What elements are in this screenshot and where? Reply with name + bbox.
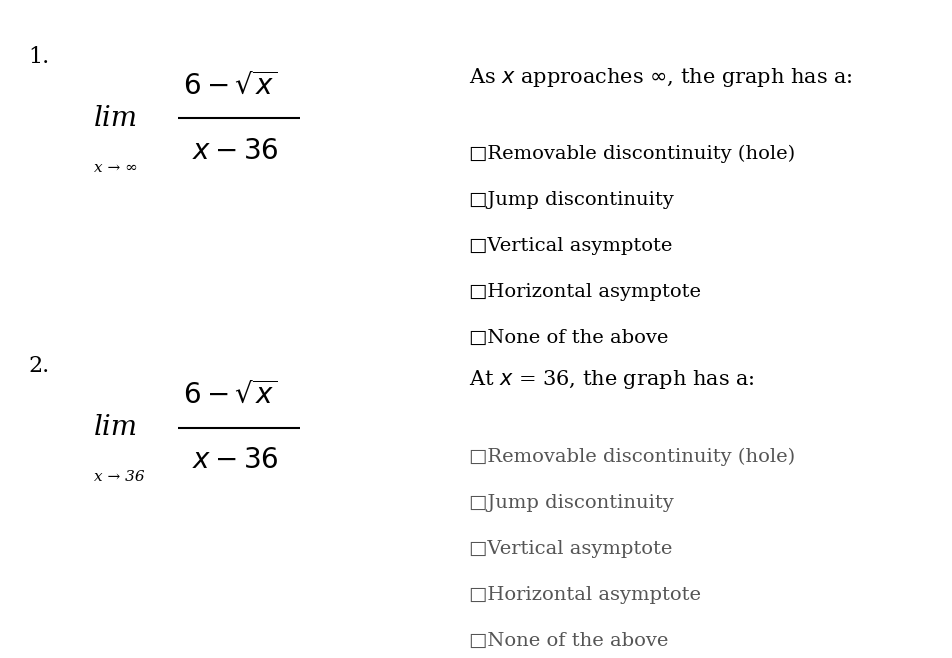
Text: □Horizontal asymptote: □Horizontal asymptote xyxy=(468,283,701,301)
Text: $6 - \sqrt{x}$: $6 - \sqrt{x}$ xyxy=(183,381,277,409)
Text: lim: lim xyxy=(93,414,138,442)
Text: x → ∞: x → ∞ xyxy=(93,161,138,175)
Text: lim: lim xyxy=(93,105,138,132)
Text: □Removable discontinuity (hole): □Removable discontinuity (hole) xyxy=(468,145,795,163)
Text: □Removable discontinuity (hole): □Removable discontinuity (hole) xyxy=(468,447,795,466)
Text: □None of the above: □None of the above xyxy=(468,329,668,347)
Text: As $x$ approaches $\infty$, the graph has a:: As $x$ approaches $\infty$, the graph ha… xyxy=(468,66,852,89)
Text: 1.: 1. xyxy=(29,46,50,68)
Text: □Horizontal asymptote: □Horizontal asymptote xyxy=(468,586,701,603)
Text: □Jump discontinuity: □Jump discontinuity xyxy=(468,191,673,209)
Text: □Jump discontinuity: □Jump discontinuity xyxy=(468,494,673,511)
Text: □Vertical asymptote: □Vertical asymptote xyxy=(468,237,672,255)
Text: $6 - \sqrt{x}$: $6 - \sqrt{x}$ xyxy=(183,72,277,99)
Text: x → 36: x → 36 xyxy=(93,470,145,484)
Text: $x - 36$: $x - 36$ xyxy=(192,138,279,165)
Text: At $x$ = 36, the graph has a:: At $x$ = 36, the graph has a: xyxy=(468,368,754,392)
Text: 2.: 2. xyxy=(29,355,50,377)
Text: □None of the above: □None of the above xyxy=(468,632,668,649)
Text: $x - 36$: $x - 36$ xyxy=(192,447,279,474)
Text: □Vertical asymptote: □Vertical asymptote xyxy=(468,540,672,557)
